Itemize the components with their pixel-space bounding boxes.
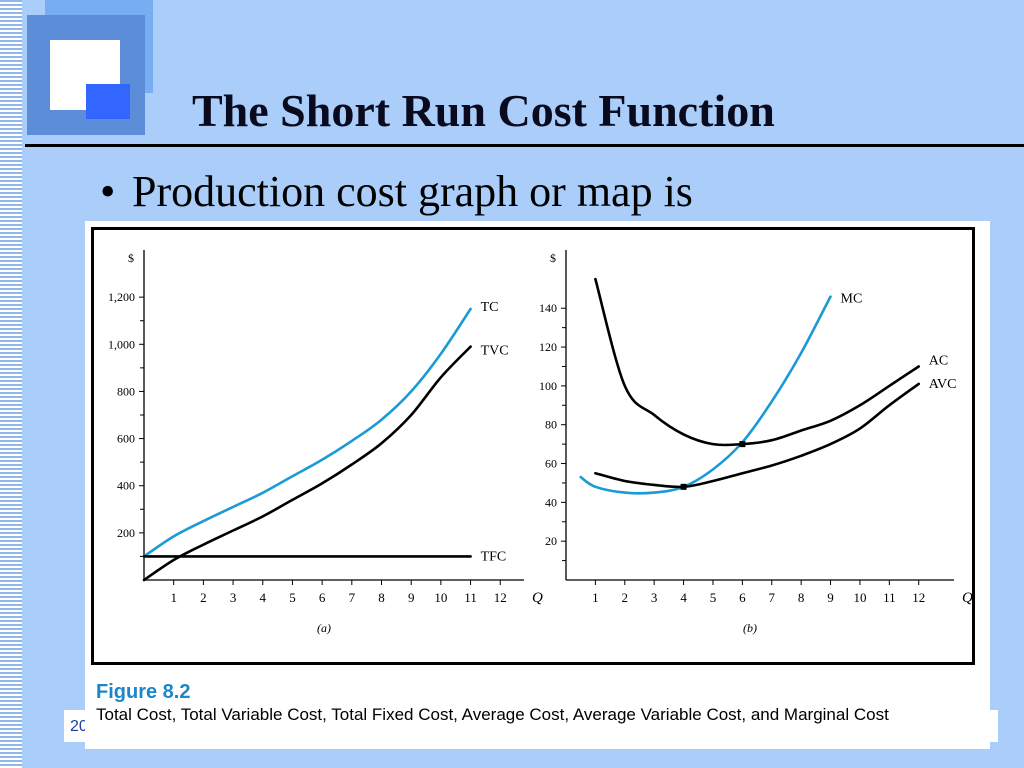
panel-1-y-tick-label: 1,200 [108,290,135,304]
panel-1-x-tick-label: 2 [200,590,207,605]
panel-1-tvc-line [142,345,472,582]
side-stripe-decoration [0,0,22,768]
panel-1-y-tick-label: 1,000 [108,337,135,351]
panel-1-x-tick-label: 8 [378,590,385,605]
panel-2-y-tick-label: 60 [545,457,557,471]
panel-1-panel-label: (a) [317,621,331,635]
panel-1-x-tick-label: 6 [319,590,326,605]
panel-2-y-tick-label: 140 [539,301,557,315]
panel-1-x-tick-label: 11 [464,590,477,605]
figure-label: Figure 8.2 [96,681,191,703]
bullet-text: Production cost graph or map is [132,167,693,216]
bullet-dot: • [100,167,116,216]
panel-1-tc-line [142,307,472,558]
panel-1-x-tick-label: 4 [260,590,267,605]
panel-1-x-tick-label: 7 [349,590,356,605]
panel-2-panel-label: (b) [743,621,757,635]
panel-1-y-tick-label: 600 [117,432,135,446]
panel-1-x-tick-label: 12 [494,590,507,605]
panel-2-x-tick-label: 2 [622,590,629,605]
panel-1-y-tick-label: 800 [117,384,135,398]
panel-1-x-tick-label: 5 [289,590,296,605]
panel-1-x-tick-label: 3 [230,590,237,605]
panel-2-x-tick-label: 8 [798,590,805,605]
panel-2-intersection-marker [739,441,746,448]
panel-1-y-tick-label: 400 [117,479,135,493]
panel-2-x-tick-label: 6 [739,590,746,605]
panel-1-tc-series-label: TC [481,300,499,315]
panel-2-mc-series-label: MC [841,292,863,307]
panel-1-y-axis-label: $ [128,251,134,265]
panel-2-ac-line [594,277,920,447]
panel-1-tfc-series-label: TFC [481,549,507,564]
panel-1-x-tick-label: 10 [434,590,447,605]
panel-2-y-tick-label: 40 [545,495,557,509]
title-divider [25,144,1024,147]
panel-2-x-tick-label: 9 [827,590,834,605]
panel-2-x-tick-label: 11 [883,590,896,605]
footer-page-number: 20 [70,718,88,735]
panel-1-x-axis-label: Q [532,590,543,606]
panel-1-tvc-series-label: TVC [481,344,509,359]
panel-2-y-tick-label: 20 [545,534,557,548]
panel-2-x-tick-label: 12 [912,590,925,605]
panel-2-avc-line [594,382,920,489]
figure-card: $ Q 1 2 3 4 5 6 7 8 9 10 11 12 200 400 600 800 1,000 1,200 T… [85,221,990,749]
panel-1-x-tick-label: 1 [170,590,177,605]
panel-2-x-tick-label: 5 [710,590,717,605]
panel-2-mc-line [579,295,832,495]
panel-2-y-tick-label: 120 [539,340,557,354]
panel-2-x-tick-label: 10 [853,590,866,605]
cost-charts-svg: $Q1 2 3 4 5 6 7 8 9 10 11 122004006008001,0001,200T… [108,250,973,635]
panel-2-x-axis-label: Q [962,590,972,606]
slide-logo [0,0,160,140]
chart-frame: $ Q 1 2 3 4 5 6 7 8 9 10 11 12 200 400 600 800 1,000 1,200 T… [91,227,975,665]
panel-2-x-tick-label: 1 [592,590,599,605]
panel-2-y-axis-label: $ [550,251,556,265]
panel-1-y-tick-label: 200 [117,526,135,540]
panel-2-x-tick-label: 4 [680,590,687,605]
figure-caption: Total Cost, Total Variable Cost, Total F… [96,705,889,724]
panel-2-intersection-marker [680,483,687,490]
slide-title: The Short Run Cost Function [192,85,775,136]
panel-2-ac-series-label: AC [929,353,948,368]
logo-square-blue [86,84,130,119]
panel-2-avc-series-label: AVC [929,377,957,392]
bullet-item: • Production cost graph or map is [100,166,693,217]
panel-1-x-tick-label: 9 [408,590,415,605]
panel-2-x-tick-label: 7 [769,590,776,605]
panel-2-y-tick-label: 100 [539,379,557,393]
panel-2-y-tick-label: 80 [545,418,557,432]
panel-2-x-tick-label: 3 [651,590,658,605]
